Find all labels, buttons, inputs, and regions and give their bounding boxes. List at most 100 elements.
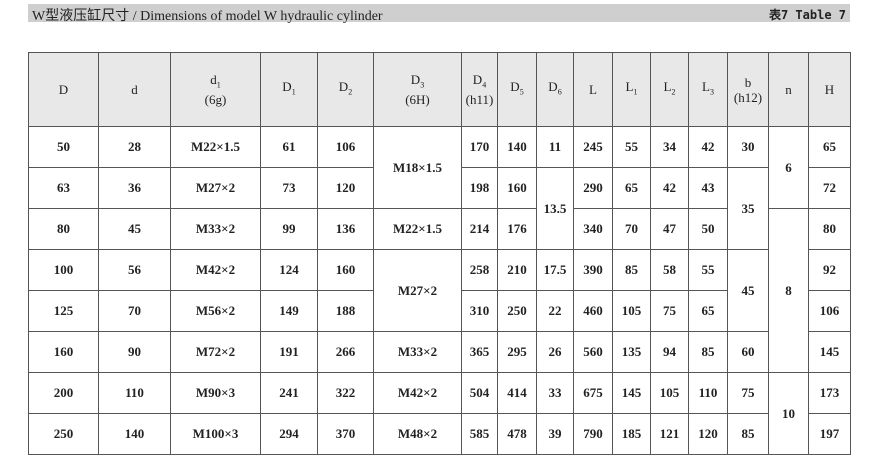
table-cell: 210 — [497, 249, 537, 291]
table-cell: 106 — [317, 126, 374, 168]
table-cell: 10 — [768, 372, 809, 455]
table-cell: M33×2 — [373, 331, 462, 373]
table-cell: 160 — [317, 249, 374, 291]
table-cell: M18×1.5 — [373, 126, 462, 209]
table-cell: 191 — [260, 331, 318, 373]
table-row: 160 90 M72×2 191 266 M33×2 365 295 26 560 135 94 85 6… — [28, 331, 851, 373]
column-header: H — [808, 52, 851, 127]
table-cell: 34 — [650, 126, 689, 168]
table-cell: 42 — [650, 167, 689, 209]
header-symbol: D — [548, 79, 558, 95]
table-cell: M48×2 — [373, 413, 462, 455]
table-cell: 173 — [808, 372, 851, 414]
table-cell: 55 — [688, 249, 728, 291]
column-header: D6 — [536, 52, 574, 127]
table-cell: 135 — [612, 331, 651, 373]
table-cell: M56×2 — [170, 290, 261, 332]
table-cell: 33 — [536, 372, 574, 414]
table-cell: M42×2 — [373, 372, 462, 414]
table-row: 100 56 M42×2 124 160 M27×2 258 210 17.5 390 85 58 55… — [28, 249, 851, 332]
header-symbol: D — [410, 71, 421, 87]
column-header: d1 (6g) — [170, 52, 261, 127]
table-cell: 290 — [573, 167, 613, 209]
table-cell: 56 — [98, 249, 171, 291]
table-cell: 94 — [650, 331, 689, 373]
table-cell: 50 — [688, 208, 728, 250]
header-subscript: 4 — [482, 80, 487, 90]
table-row: 80 45 M33×2 99 136 M22×1.5 214 176 340 70 47 50 8 80 — [28, 208, 851, 373]
table-cell: 58 — [650, 249, 689, 291]
column-header: L — [573, 52, 613, 127]
header-symbol: D — [282, 79, 292, 95]
table-cell: 294 — [260, 413, 318, 455]
table-cell: 106 — [808, 290, 851, 332]
table-cell: 26 — [536, 331, 574, 373]
table-cell: 72 — [808, 167, 851, 209]
header-tolerance: (6g) — [204, 92, 227, 108]
header-symbol: L — [589, 82, 597, 97]
table-cell: 140 — [497, 126, 537, 168]
column-header: d — [98, 52, 171, 127]
header-tolerance: (h11) — [465, 92, 494, 108]
table-cell: 790 — [573, 413, 613, 455]
table-cell: M33×2 — [170, 208, 261, 250]
table-cell: 250 — [28, 413, 99, 455]
table-cell: 42 — [688, 126, 728, 168]
table-cell: 241 — [260, 372, 318, 414]
header-symbol: D — [338, 79, 349, 95]
header-symbol: H — [824, 82, 835, 97]
table-row: 200 110 M90×3 241 322 M42×2 504 414 33 675 145 105 1… — [28, 372, 851, 455]
table-cell: 266 — [317, 331, 374, 373]
table-cell: 295 — [497, 331, 537, 373]
header-subscript: 5 — [519, 87, 524, 97]
column-header: n — [768, 52, 809, 127]
header-tolerance: (h12) — [733, 89, 763, 105]
table-cell: 65 — [688, 290, 728, 332]
table-cell: 47 — [650, 208, 689, 250]
table-cell: 365 — [461, 331, 498, 373]
header-symbol: D — [510, 79, 520, 95]
table-cell: M22×1.5 — [170, 126, 261, 168]
table-cell: 185 — [612, 413, 651, 455]
column-header: L1 — [612, 52, 651, 127]
table-cell: 75 — [727, 372, 769, 414]
header-symbol: L — [625, 79, 634, 95]
column-header: D1 — [260, 52, 318, 127]
table-cell: M42×2 — [170, 249, 261, 291]
table-cell: 13.5 — [536, 167, 574, 250]
table-cell: 214 — [461, 208, 498, 250]
table-cell: 110 — [688, 372, 728, 414]
column-header: D — [28, 52, 99, 127]
table-cell: 80 — [28, 208, 99, 250]
header-subscript: 3 — [420, 80, 425, 90]
table-cell: 188 — [317, 290, 374, 332]
table-cell: 310 — [461, 290, 498, 332]
table-cell: 105 — [612, 290, 651, 332]
column-header: D4 (h11) — [461, 52, 498, 127]
title: W型液压缸尺寸 / Dimensions of model W hydrauli… — [32, 9, 383, 24]
table-cell: 85 — [727, 413, 769, 455]
table-cell: 198 — [461, 167, 498, 209]
header-subscript: 1 — [216, 80, 221, 90]
table-cell: 478 — [497, 413, 537, 455]
table-cell: 85 — [688, 331, 728, 373]
table-cell: 145 — [612, 372, 651, 414]
table-cell: 390 — [573, 249, 613, 291]
header-symbol: b — [744, 74, 752, 90]
header-tolerance: (6H) — [405, 92, 430, 108]
column-header: D3 (6H) — [373, 52, 462, 127]
table-cell: 160 — [497, 167, 537, 209]
table-cell: 560 — [573, 331, 613, 373]
table-cell: 414 — [497, 372, 537, 414]
table-cell: 197 — [808, 413, 851, 455]
header-subscript: 2 — [671, 87, 676, 97]
table-cell: 504 — [461, 372, 498, 414]
table-cell: 92 — [808, 249, 851, 291]
table-cell: 60 — [727, 331, 769, 373]
table-cell: 28 — [98, 126, 171, 168]
table-cell: 258 — [461, 249, 498, 291]
table-cell: M27×2 — [170, 167, 261, 209]
